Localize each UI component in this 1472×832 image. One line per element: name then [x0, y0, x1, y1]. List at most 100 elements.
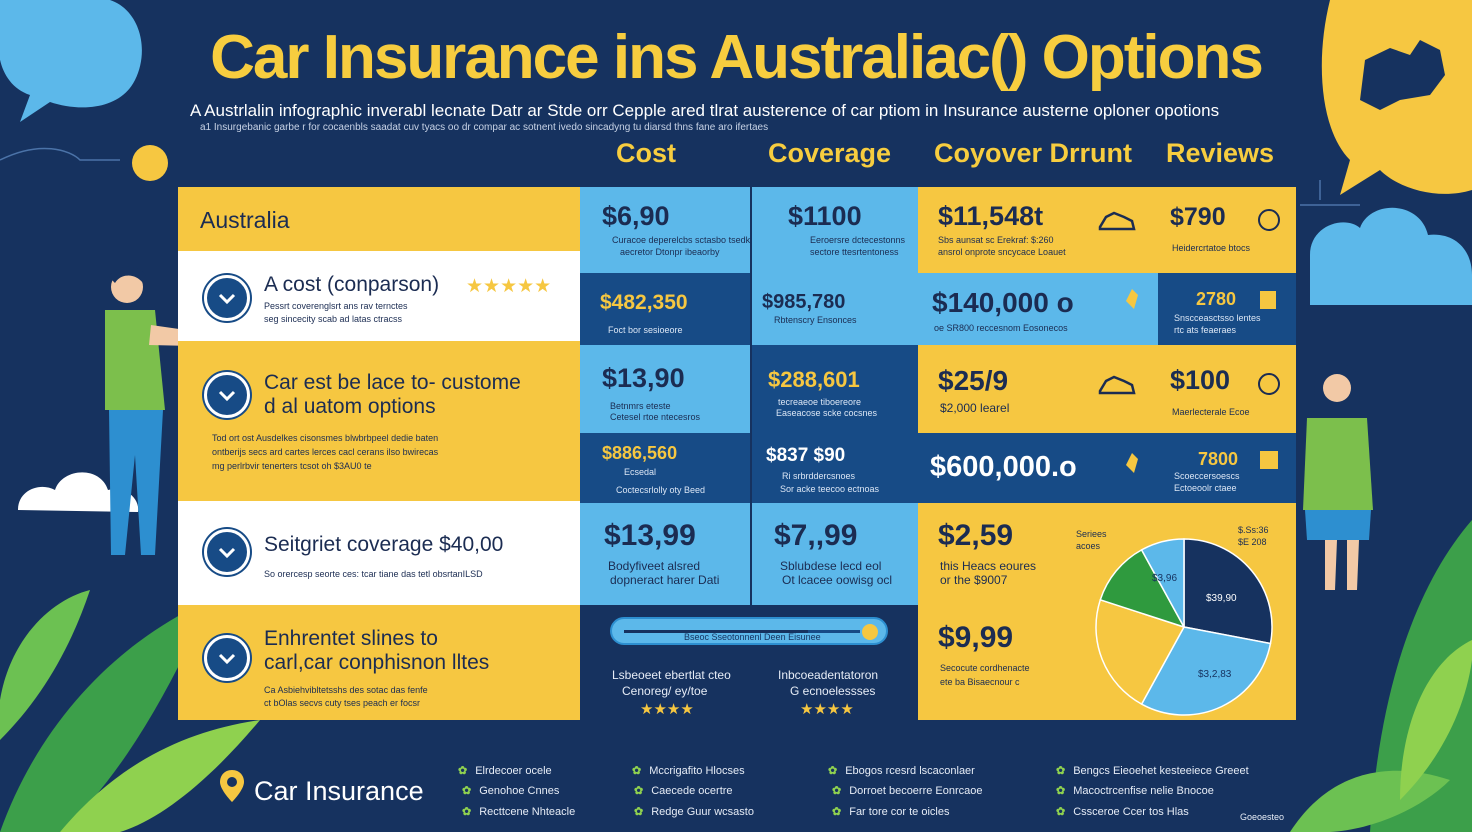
- coverage-cell-4[interactable]: $837 $90 Ri srbrddercsnoes Sor acke teec…: [752, 433, 918, 503]
- leaf-left-3: [60, 720, 260, 832]
- reviews-cell-1[interactable]: $790 Heidercrtatoe btocs: [1158, 187, 1296, 273]
- reviews-cell-2[interactable]: 2780 Snscceasctsso lentes rtc ats feaera…: [1158, 273, 1296, 345]
- coverage-desc: sectore ttesrtentoness: [810, 247, 899, 257]
- footer-item[interactable]: ✿ Recttcene Nhteacle: [462, 806, 576, 818]
- person-right-illustration: [1303, 363, 1373, 590]
- coverage-cell-3[interactable]: $288,601 tecreaeoe tiboereore Easeacose …: [752, 345, 918, 433]
- pie-label: $3,96: [1152, 573, 1177, 584]
- footer-item[interactable]: ✿ Caecede ocertre: [634, 785, 733, 797]
- row-title: Seitgriet coverage $40,00: [264, 533, 504, 556]
- pie-slice-3: [1099, 548, 1186, 629]
- left-row-3[interactable]: Seitgriet coverage $40,00 So orercesp se…: [178, 501, 580, 605]
- column-header-reviews: Reviews: [1166, 138, 1275, 168]
- row-desc: So orercesp seorte ces: tcar tiane das t…: [264, 569, 483, 579]
- row-desc: mg perlrbvir tenerters tcsot oh $3AU0 te: [212, 461, 372, 471]
- coverage-desc: Sor acke teecoo ectnoas: [780, 484, 880, 494]
- pie-legend-text: $E 208: [1238, 537, 1267, 547]
- footer-item[interactable]: ✿ Ebogos rcesrd lscaconlaer: [828, 765, 975, 777]
- cost-cell-5[interactable]: $13,99 Bodyfiveet alsred dopneract harer…: [580, 503, 750, 605]
- coverage-desc: Sblubdese lecd eol: [780, 559, 882, 573]
- coverage-cell-1[interactable]: $1100 Eeroersre dctecestonns sectore tte…: [752, 187, 918, 273]
- row-title: d al uatom options: [264, 395, 436, 418]
- cost-cell-3[interactable]: $13,90 Betnmrs eteste Cetesel rtoe ntece…: [580, 345, 750, 433]
- coverage-value: $837 $90: [766, 445, 846, 466]
- leaf-icon: ✿: [462, 806, 472, 818]
- discount-cell-3[interactable]: $25/9 $2,000 learel: [918, 345, 1158, 433]
- key-icon: [1126, 289, 1138, 309]
- row-title: A cost (conparson): [264, 273, 440, 296]
- reviews-desc: Maerlecterale Ecoe: [1172, 407, 1250, 417]
- row-desc: ct bOlas secvs cuty tses peach er focsr: [264, 698, 421, 708]
- leaf-right-3: [1400, 640, 1472, 800]
- leaf-icon: ✿: [458, 765, 468, 777]
- footer-item[interactable]: ✿ Macoctrcenfise nelie Bnocoe: [1056, 785, 1214, 797]
- left-panel-header: Australia: [178, 187, 580, 251]
- cup-icon: [1260, 291, 1276, 309]
- star-rating: ★★★★: [800, 701, 854, 718]
- cost-cell-2[interactable]: $482,350 Foct bor sesioeore: [580, 273, 750, 345]
- reviews-cell-4[interactable]: 7800 Scoeccersoescs Ectoeoolr ctaee: [1158, 433, 1296, 503]
- discount-desc: $2,000 learel: [940, 401, 1010, 415]
- coverage-value: $288,601: [768, 367, 860, 392]
- progress-knob[interactable]: [862, 624, 878, 640]
- left-row-4[interactable]: Enhrentet slines to carl,car conphisnon …: [178, 605, 580, 720]
- footer-item[interactable]: ✿ Far tore cor te oicles: [832, 806, 950, 818]
- reviews-desc: Scoeccersoescs: [1174, 471, 1240, 481]
- leaf-icon: ✿: [632, 765, 642, 777]
- footer-corner-text: Goeoesteo: [1240, 812, 1285, 822]
- cost-value: $482,350: [600, 291, 688, 314]
- chevron-down-icon: [204, 372, 250, 418]
- star-rating: ★★★★: [640, 701, 694, 718]
- footer-item[interactable]: ✿ Bengcs Eieoehet kesteeiece Greeet: [1056, 765, 1249, 777]
- cost-value: $886,560: [602, 443, 678, 463]
- country-label: Australia: [200, 207, 290, 233]
- column-header-cost: Cost: [616, 138, 676, 168]
- footer-item[interactable]: ✿ Dorroet becoerre Eonrcaoe: [832, 785, 983, 797]
- bottom-rating-text: Cenoreg/ ey/toe: [622, 684, 708, 698]
- left-row-2[interactable]: Car est be lace to- custome d al uatom o…: [178, 341, 580, 501]
- discount-cell-5[interactable]: $2,59 this Heacs eoures or the $9007 $9,…: [918, 503, 1296, 720]
- coverage-cell-2[interactable]: $985,780 Rbtenscry Ensonces: [752, 273, 918, 345]
- progress-label: Bseoc Sseotonnenl Deen Eisunee: [684, 632, 821, 642]
- column-header-coverage: Coverage: [768, 138, 892, 168]
- discount-value: $11,548t: [938, 201, 1044, 231]
- pie-slice-1: [1140, 626, 1272, 716]
- discount-desc: this Heacs eoures: [940, 559, 1037, 573]
- cost-desc: Betnmrs eteste: [610, 401, 671, 411]
- bottom-rating-text: G ecnoelessses: [790, 684, 876, 698]
- discount-cell-2[interactable]: $140,000 o oe SR800 reccesnom Eosonecos: [918, 273, 1158, 345]
- progress-slider[interactable]: Bseoc Sseotonnenl Deen Eisunee: [610, 617, 888, 645]
- coverage-desc: Ot lcacee oowisg ocl: [782, 573, 893, 587]
- leaf-icon: ✿: [832, 785, 842, 797]
- discount-cell-1[interactable]: $11,548t Sbs aunsat sc Erekraf: $:260 an…: [918, 187, 1158, 273]
- car-icon: [1098, 375, 1136, 395]
- cost-cell-1[interactable]: $6,90 Curacoe deperelcbs sctasbo tsedk a…: [580, 187, 750, 273]
- australia-map: [1360, 40, 1445, 110]
- pie-slice-2: [1095, 598, 1186, 706]
- page-subtitle-small: a1 Insurgebanic garbe r for cocaenbls sa…: [200, 122, 769, 133]
- location-pin-icon: [220, 770, 244, 802]
- leaf-left-2: [0, 590, 90, 740]
- footer-item[interactable]: ✿ Mccrigafito Hlocses: [632, 765, 745, 777]
- cost-desc: Foct bor sesioeore: [608, 325, 683, 335]
- footer-item[interactable]: ✿ Cssceroe Ccer tos Hlas: [1056, 806, 1189, 818]
- footer-item[interactable]: ✿ Redge Guur wcsasto: [634, 806, 754, 818]
- cost-desc: aecretor Dtonpr ibeaorby: [620, 247, 720, 257]
- left-row-1[interactable]: A cost (conparson) ★★★★★ Pessrt covereng…: [178, 251, 580, 341]
- row-title: Car est be lace to- custome: [264, 371, 521, 394]
- cost-cell-4[interactable]: $886,560 Ecsedal Coctecsrlolly oty Beed: [580, 433, 750, 503]
- footer-item[interactable]: ✿ Genohoe Cnnes: [462, 785, 560, 797]
- discount-value: $25/9: [938, 365, 1009, 396]
- coverage-value: $985,780: [762, 291, 846, 313]
- leaf-badge: [132, 145, 168, 181]
- discount-cell-4[interactable]: $600,000.o: [918, 433, 1158, 503]
- row-desc: Tod ort ost Ausdelkes cisonsmes blwbrbpe…: [212, 433, 439, 443]
- footer-brand: Car Insurance: [254, 776, 424, 806]
- coverage-cell-5[interactable]: $7,,99 Sblubdese lecd eol Ot lcacee oowi…: [752, 503, 918, 605]
- footer-item[interactable]: ✿ Elrdecoer ocele: [458, 765, 552, 777]
- cost-desc: Curacoe deperelcbs sctasbo tsedk: [612, 235, 750, 245]
- chevron-down-icon: [204, 275, 250, 321]
- reviews-desc: Ectoeoolr ctaee: [1174, 483, 1237, 493]
- reviews-cell-3[interactable]: $100 Maerlecterale Ecoe: [1158, 345, 1296, 433]
